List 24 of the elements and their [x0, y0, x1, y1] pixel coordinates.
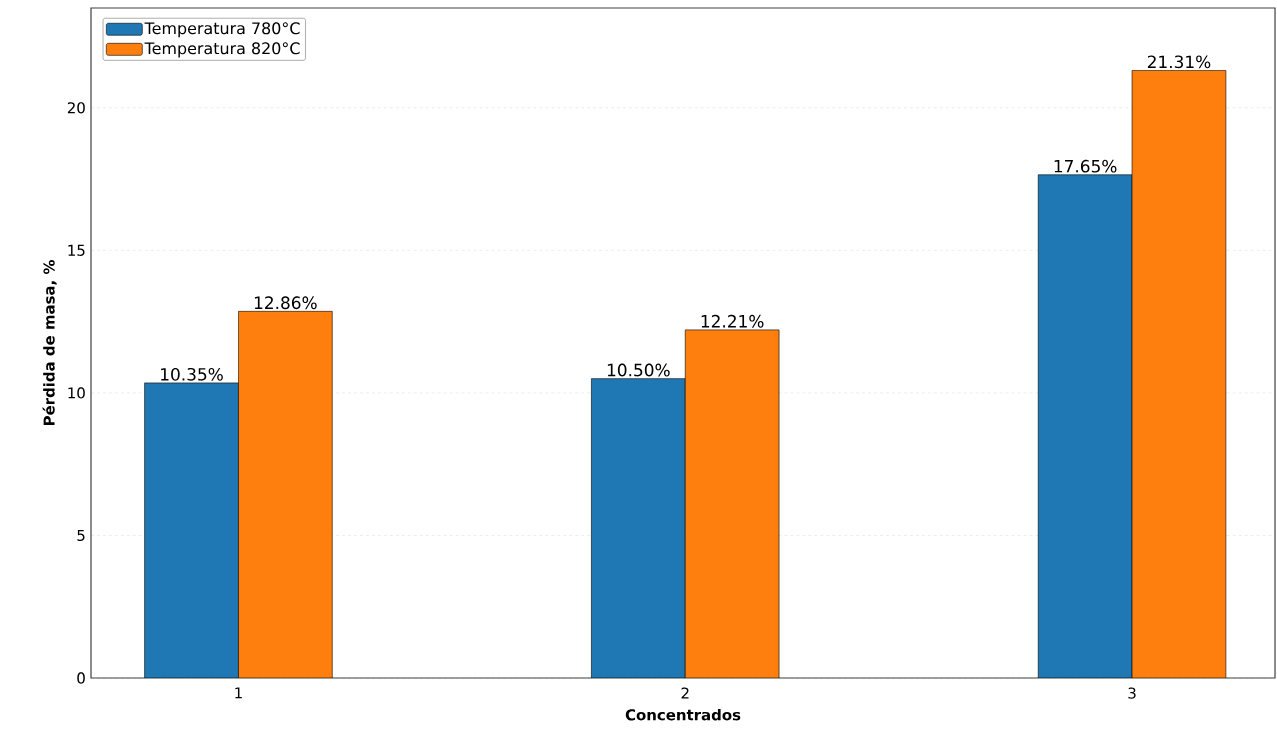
x-tick-label: 1	[235, 687, 242, 699]
y-tick-label: 20	[67, 102, 85, 114]
legend-label: Temperatura 780°C	[144, 22, 300, 38]
legend-label: Temperatura 820°C	[144, 42, 300, 58]
data-label: 10.50%	[607, 363, 670, 377]
bar	[1037, 174, 1133, 678]
data-label: 21.31%	[1147, 55, 1211, 69]
y-tick-label: 0	[77, 672, 85, 684]
x-tick-label: 2	[681, 687, 689, 699]
bar	[144, 382, 239, 678]
data-label: 10.35%	[161, 367, 223, 381]
bar	[684, 329, 780, 678]
bar	[1131, 70, 1227, 678]
bar	[238, 311, 333, 678]
x-tick-label: 3	[1128, 687, 1136, 699]
y-tick-label: 15	[68, 244, 85, 256]
x-axis-title: Concentrados	[625, 708, 741, 721]
data-label: 12.86%	[254, 296, 317, 310]
data-label: 17.65%	[1054, 159, 1117, 173]
y-axis-title: Pérdida de masa, %	[42, 260, 57, 426]
y-tick-label: 10	[68, 387, 85, 399]
bar	[591, 378, 686, 678]
y-tick-label: 5	[77, 529, 85, 541]
data-label: 12.21%	[701, 314, 764, 328]
